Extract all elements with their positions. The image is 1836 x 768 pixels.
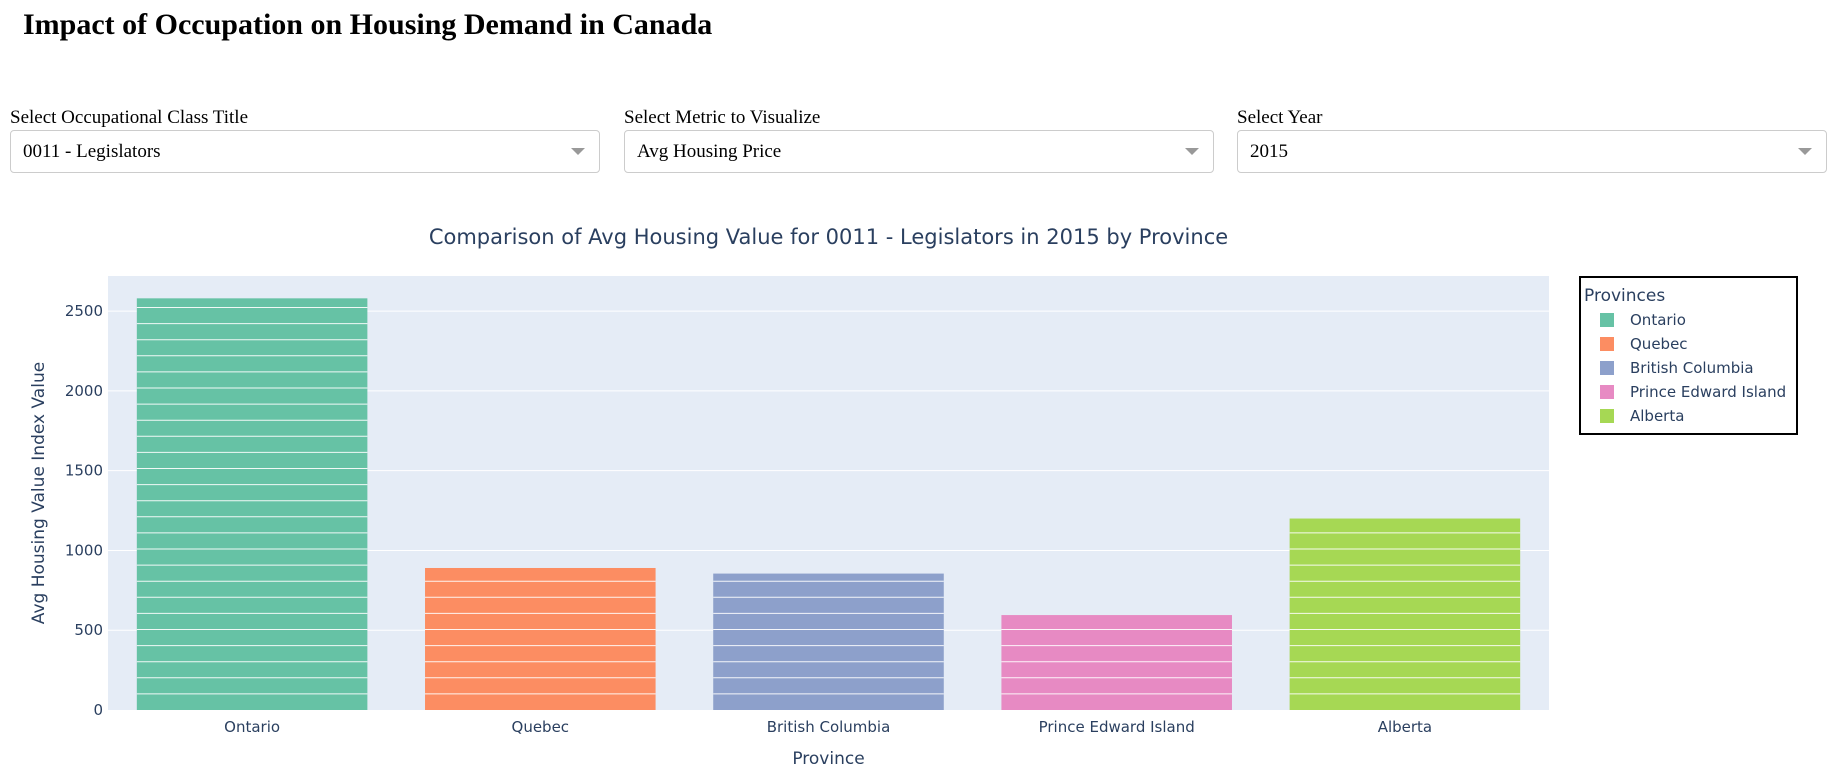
bar-british-columbia[interactable]	[713, 573, 944, 710]
year-filter: Select Year 2015	[1237, 106, 1827, 173]
legend-swatch[interactable]	[1600, 385, 1614, 399]
occupation-dropdown-value: 0011 - Legislators	[23, 141, 161, 162]
legend-item[interactable]: Quebec	[1630, 335, 1688, 353]
legend-item[interactable]: Alberta	[1630, 407, 1684, 425]
x-tick-label: Prince Edward Island	[1039, 718, 1195, 736]
y-tick-label: 1500	[65, 462, 103, 480]
x-tick-label: Alberta	[1378, 718, 1432, 736]
chevron-down-icon[interactable]	[1185, 148, 1199, 155]
legend-item[interactable]: Prince Edward Island	[1630, 383, 1786, 401]
y-tick-label: 1000	[65, 541, 103, 559]
legend-swatch[interactable]	[1600, 313, 1614, 327]
metric-filter: Select Metric to Visualize Avg Housing P…	[624, 106, 1214, 173]
occupation-filter-label: Select Occupational Class Title	[10, 107, 249, 128]
chart-title: Comparison of Avg Housing Value for 0011…	[429, 225, 1228, 249]
chevron-down-icon[interactable]	[571, 148, 585, 155]
bar-ontario[interactable]	[136, 298, 368, 710]
occupation-filter: Select Occupational Class Title 0011 - L…	[10, 106, 600, 173]
x-axis-label: Province	[792, 749, 864, 768]
legend-swatch[interactable]	[1600, 361, 1614, 375]
chevron-down-icon[interactable]	[1798, 148, 1812, 155]
legend-swatch[interactable]	[1600, 409, 1614, 423]
metric-dropdown-value: Avg Housing Price	[637, 141, 782, 162]
legend-item[interactable]: Ontario	[1630, 311, 1686, 329]
legend-item[interactable]: British Columbia	[1630, 359, 1754, 377]
y-axis-label: Avg Housing Value Index Value	[29, 362, 49, 624]
legend-title: Provinces	[1584, 286, 1665, 306]
y-tick-label: 2000	[65, 382, 103, 400]
bar-alberta[interactable]	[1289, 518, 1521, 710]
bar-chart: 0 500 1000 1500 2000 2500 Ontario Quebec British…	[29, 225, 1798, 768]
occupation-dropdown[interactable]: 0011 - Legislators	[10, 130, 600, 173]
metric-filter-label: Select Metric to Visualize	[624, 107, 821, 128]
year-dropdown[interactable]: 2015	[1237, 130, 1827, 173]
y-tick-label: 0	[93, 701, 103, 719]
x-tick-label: British Columbia	[767, 718, 891, 736]
y-tick-label: 2500	[65, 302, 103, 320]
bar-quebec[interactable]	[425, 567, 656, 710]
x-tick-label: Quebec	[512, 718, 570, 736]
page-title: Impact of Occupation on Housing Demand i…	[23, 8, 713, 41]
metric-dropdown[interactable]: Avg Housing Price	[624, 130, 1214, 173]
legend-swatch[interactable]	[1600, 337, 1614, 351]
year-dropdown-value: 2015	[1250, 141, 1288, 162]
y-tick-label: 500	[74, 621, 103, 639]
x-tick-label: Ontario	[224, 718, 280, 736]
year-filter-label: Select Year	[1237, 107, 1323, 128]
legend-box	[1579, 276, 1798, 435]
